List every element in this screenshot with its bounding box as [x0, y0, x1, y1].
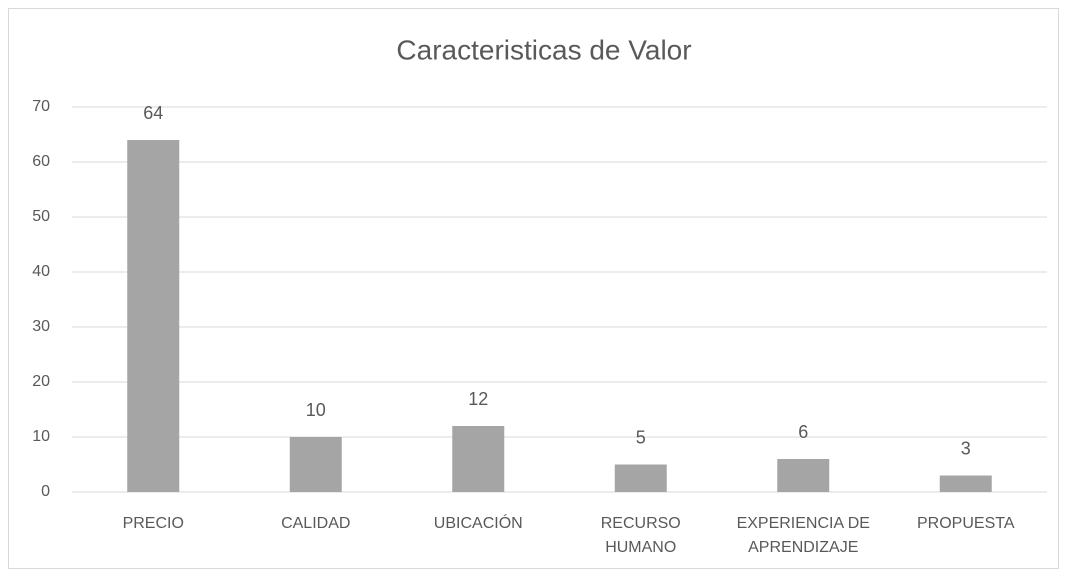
- y-tick-label: 10: [32, 428, 50, 445]
- bar: [127, 140, 180, 492]
- bar: [452, 426, 505, 492]
- x-tick-label: CALIDAD: [281, 515, 351, 532]
- data-label: 6: [798, 422, 808, 442]
- y-tick-label: 40: [32, 263, 50, 280]
- y-tick-label: 30: [32, 318, 50, 335]
- x-tick-label: PROPUESTA: [917, 515, 1015, 532]
- bar: [777, 459, 830, 492]
- data-label: 12: [468, 389, 488, 409]
- bar: [614, 464, 667, 492]
- x-tick-label: RECURSO HUMANO: [600, 515, 681, 556]
- data-label: 3: [961, 438, 971, 458]
- y-tick-label: 0: [41, 483, 50, 500]
- y-tick-label: 70: [32, 98, 50, 115]
- data-label: 5: [636, 427, 646, 447]
- chart-border: [8, 8, 1059, 569]
- bar: [939, 475, 992, 492]
- y-tick-label: 50: [32, 208, 50, 225]
- chart-title: Caracteristicas de Valor: [396, 34, 691, 65]
- data-label: 10: [306, 400, 326, 420]
- x-tick-label: EXPERIENCIA DE APRENDIZAJE: [736, 515, 870, 556]
- data-label: 64: [143, 103, 163, 123]
- x-tick-label: UBICACIÓN: [433, 515, 523, 532]
- y-tick-label: 20: [32, 373, 50, 390]
- y-tick-label: 60: [32, 153, 50, 170]
- bar: [289, 437, 342, 492]
- x-tick-label: PRECIO: [122, 515, 184, 532]
